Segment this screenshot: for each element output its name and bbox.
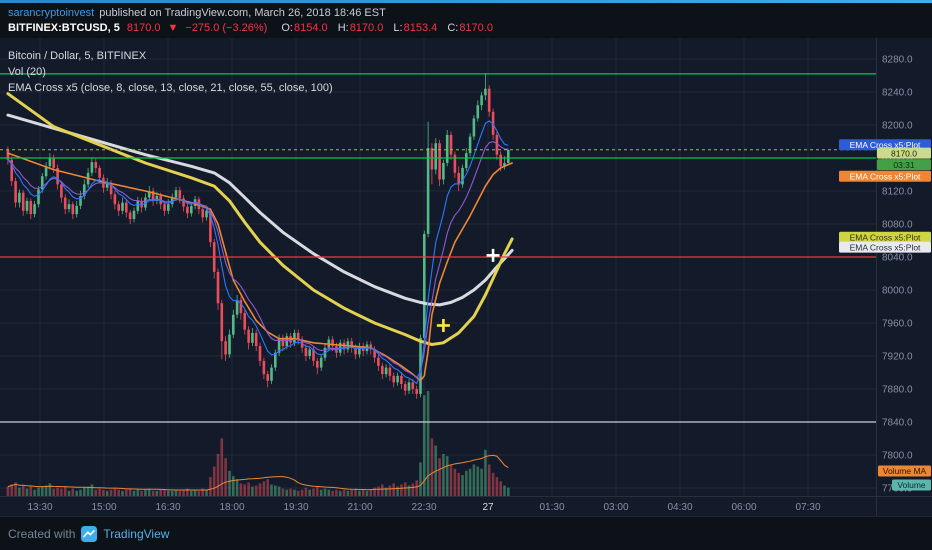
svg-text:8280.0: 8280.0 <box>882 55 913 66</box>
price-change-text: −275.0 (−3.26%) <box>185 22 268 34</box>
svg-text:7960.0: 7960.0 <box>882 319 913 330</box>
top-accent-bar <box>0 0 932 3</box>
svg-text:13:30: 13:30 <box>27 502 52 513</box>
svg-text:Volume: Volume <box>897 480 926 490</box>
chart-area[interactable]: 8280.0 8240.0 8200.0 8160.0 8120.0 8080.0 8040… <box>0 38 932 516</box>
close-label: C: <box>447 22 459 34</box>
svg-text:8040.0: 8040.0 <box>882 253 913 264</box>
down-arrow-icon: ▼ <box>167 22 179 34</box>
tradingview-wordmark[interactable]: TradingView <box>103 526 170 541</box>
open-value: 8154.0 <box>293 22 328 34</box>
svg-text:16:30: 16:30 <box>155 502 180 513</box>
svg-text:EMA Cross x5:Plot: EMA Cross x5:Plot <box>850 140 921 150</box>
publish-info: published on TradingView.com, March 26, … <box>99 7 386 19</box>
ema-55-line <box>6 92 514 346</box>
svg-text:EMA Cross x5:Plot: EMA Cross x5:Plot <box>850 232 921 242</box>
svg-text:8200.0: 8200.0 <box>882 121 913 132</box>
svg-text:15:00: 15:00 <box>91 502 116 513</box>
svg-text:06:00: 06:00 <box>731 502 756 513</box>
ema-cross-marker <box>436 318 450 332</box>
ema-plot-badge-3: EMA Cross x5:Plot <box>839 241 931 253</box>
svg-text:03:31: 03:31 <box>893 160 915 170</box>
svg-text:18:00: 18:00 <box>219 502 244 513</box>
ema-plot-badge-1: EMA Cross x5:Plot <box>839 170 931 182</box>
svg-text:7920.0: 7920.0 <box>882 352 913 363</box>
grid <box>0 38 876 496</box>
svg-text:01:30: 01:30 <box>539 502 564 513</box>
time-axis[interactable]: 13:30 15:00 16:30 18:00 19:30 21:00 22:30 27 01:… <box>27 502 820 513</box>
publish-header: sarancryptoinvest published on TradingVie… <box>0 3 932 38</box>
volume-bars <box>6 391 510 497</box>
price-axis[interactable]: 8280.0 8240.0 8200.0 8160.0 8120.0 8080.0 8040… <box>882 55 913 495</box>
price-chart-canvas[interactable]: 8280.0 8240.0 8200.0 8160.0 8120.0 8080.0 8040… <box>0 38 932 516</box>
svg-text:27: 27 <box>482 502 494 513</box>
svg-text:8170.0: 8170.0 <box>891 148 917 158</box>
created-with-text: Created with <box>8 526 76 541</box>
svg-text:04:30: 04:30 <box>667 502 692 513</box>
ema-13-line <box>7 141 509 379</box>
svg-text:EMA Cross x5:Plot: EMA Cross x5:Plot <box>850 242 921 252</box>
high-label: H: <box>337 22 349 34</box>
high-value: 8170.0 <box>349 22 384 34</box>
last-price-label: 8170.0 <box>877 147 931 159</box>
volume-badge: Volume <box>892 479 931 491</box>
ema-100-line <box>6 113 514 307</box>
svg-text:7840.0: 7840.0 <box>882 418 913 429</box>
svg-text:22:30: 22:30 <box>411 502 436 513</box>
svg-text:8080.0: 8080.0 <box>882 220 913 231</box>
ema-cross-marker <box>486 248 500 262</box>
ema-plot-badge-2: EMA Cross x5:Plot <box>839 231 931 243</box>
publisher-username[interactable]: sarancryptoinvest <box>8 7 95 19</box>
svg-text:8000.0: 8000.0 <box>882 286 913 297</box>
ema-8-line <box>7 120 509 385</box>
svg-text:03:00: 03:00 <box>603 502 628 513</box>
open-label: O: <box>281 22 293 34</box>
svg-text:21:00: 21:00 <box>347 502 372 513</box>
candles[interactable] <box>6 73 510 399</box>
svg-text:7800.0: 7800.0 <box>882 451 913 462</box>
svg-text:8120.0: 8120.0 <box>882 187 913 198</box>
low-value: 8153.4 <box>403 22 438 34</box>
symbol-title[interactable]: BITFINEX:BTCUSD, 5 <box>8 22 120 34</box>
close-value: 8170.0 <box>459 22 493 34</box>
ohlc-readout: O:8154.0 H:8170.0 L:8153.4 C:8170.0 <box>274 21 493 36</box>
svg-text:07:30: 07:30 <box>795 502 820 513</box>
volume-ma-line <box>7 454 509 491</box>
symbol-line: BITFINEX:BTCUSD, 5 8170.0 ▼ −275.0 (−3.2… <box>8 21 932 36</box>
footer-bar: Created with TradingView <box>0 516 932 550</box>
publish-line: sarancryptoinvest published on TradingVie… <box>8 5 932 21</box>
countdown-label: 03:31 <box>877 159 931 171</box>
svg-text:8160.0: 8160.0 <box>882 154 913 165</box>
last-price-text: 8170.0 <box>126 22 161 34</box>
svg-text:8240.0: 8240.0 <box>882 88 913 99</box>
svg-text:EMA Cross x5:Plot: EMA Cross x5:Plot <box>850 171 921 181</box>
volume-ma-badge: Volume MA <box>878 465 931 477</box>
ema-plot-badge-0: EMA Cross x5:Plot <box>839 139 931 151</box>
svg-text:7880.0: 7880.0 <box>882 385 913 396</box>
tradingview-logo-icon[interactable] <box>81 525 98 542</box>
svg-text:19:30: 19:30 <box>283 502 308 513</box>
svg-text:Volume MA: Volume MA <box>883 466 927 476</box>
low-label: L: <box>393 22 403 34</box>
